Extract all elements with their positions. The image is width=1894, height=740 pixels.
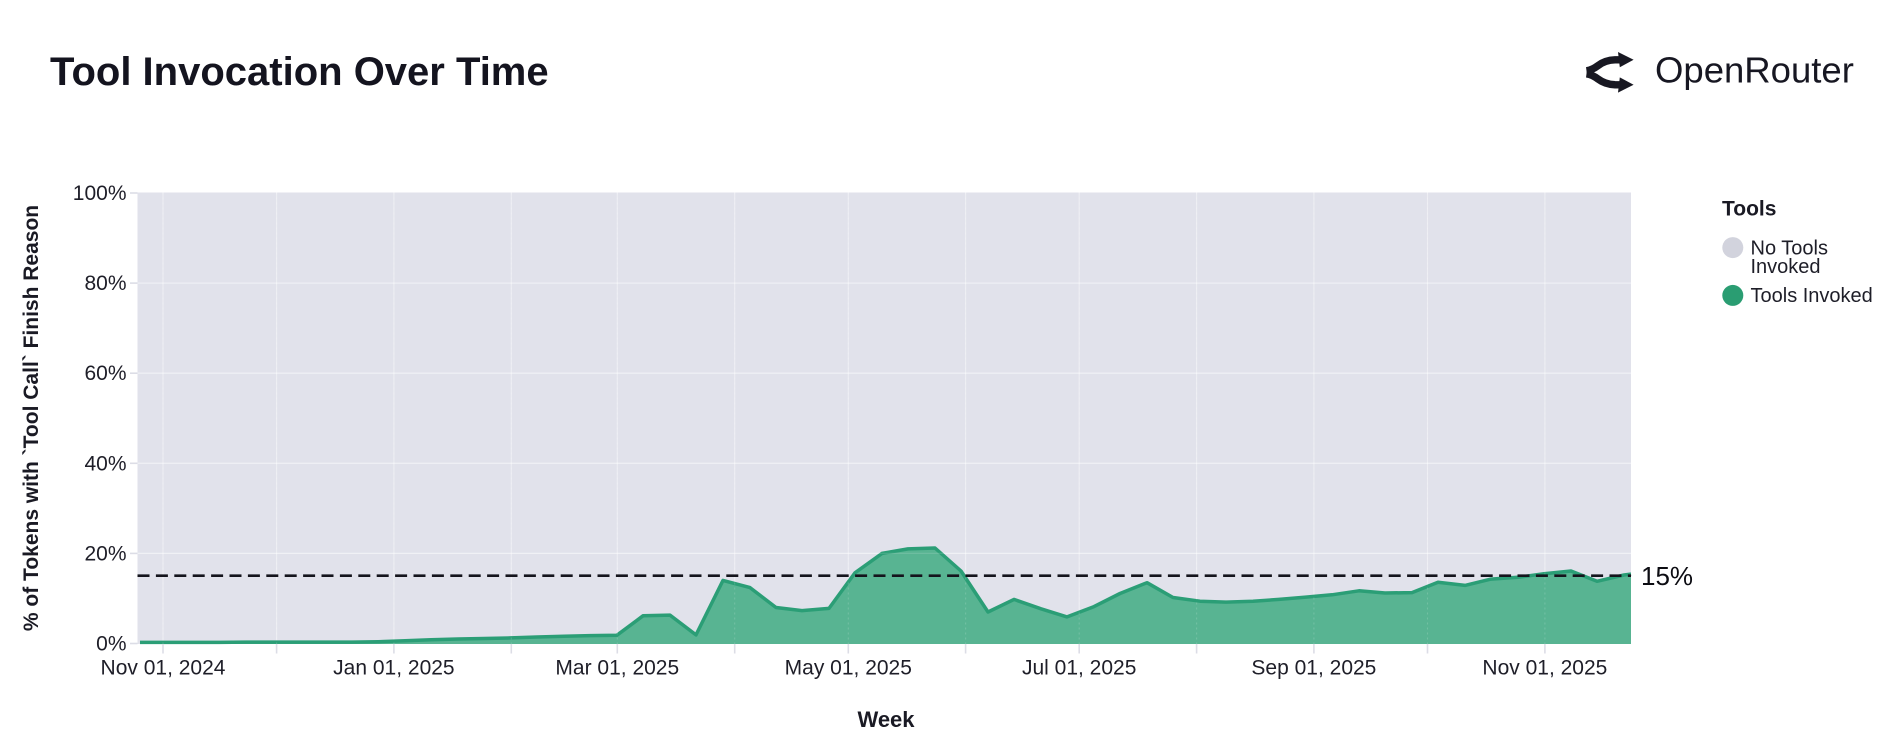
- svg-text:40%: 40%: [84, 452, 126, 475]
- svg-text:15%: 15%: [1641, 561, 1693, 591]
- svg-text:Tools: Tools: [1722, 198, 1776, 221]
- svg-text:0%: 0%: [96, 633, 126, 656]
- svg-text:100%: 100%: [73, 182, 127, 205]
- svg-text:Nov 01, 2024: Nov 01, 2024: [101, 657, 226, 680]
- svg-text:Mar 01, 2025: Mar 01, 2025: [555, 657, 679, 680]
- svg-text:% of Tokens with `Tool Call` F: % of Tokens with `Tool Call` Finish Reas…: [20, 205, 43, 631]
- svg-text:Tool Invocation Over Time: Tool Invocation Over Time: [50, 50, 549, 94]
- svg-text:May 01, 2025: May 01, 2025: [785, 657, 912, 680]
- svg-text:Nov 01, 2025: Nov 01, 2025: [1482, 657, 1607, 680]
- svg-text:Jan 01, 2025: Jan 01, 2025: [333, 657, 454, 680]
- svg-text:20%: 20%: [84, 542, 126, 565]
- svg-text:Week: Week: [857, 707, 915, 732]
- svg-text:80%: 80%: [84, 272, 126, 295]
- svg-text:Jul 01, 2025: Jul 01, 2025: [1022, 657, 1136, 680]
- svg-text:Invoked: Invoked: [1751, 256, 1821, 278]
- svg-text:OpenRouter: OpenRouter: [1655, 50, 1854, 91]
- svg-text:Tools Invoked: Tools Invoked: [1751, 285, 1873, 307]
- svg-text:60%: 60%: [84, 362, 126, 385]
- svg-text:No Tools: No Tools: [1751, 238, 1828, 260]
- svg-text:Sep 01, 2025: Sep 01, 2025: [1251, 657, 1376, 680]
